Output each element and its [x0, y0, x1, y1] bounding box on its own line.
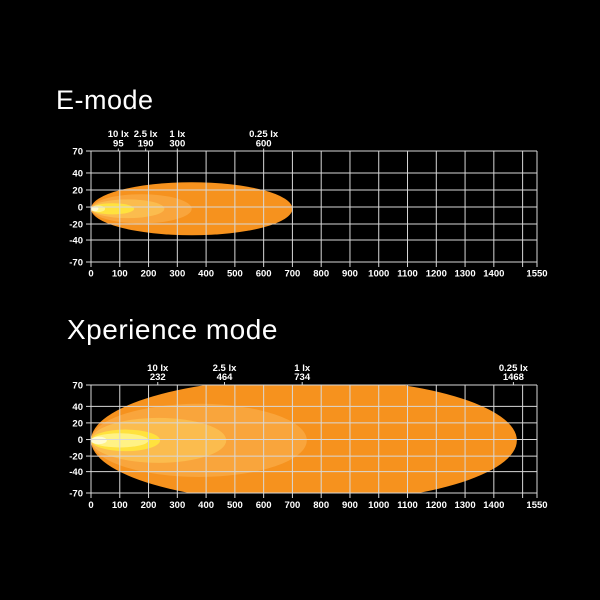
annotation-lux-label: 10 lx: [147, 363, 169, 374]
x-tick-label: 700: [284, 500, 300, 511]
y-tick-label: 0: [78, 435, 83, 446]
chart-title-e-mode: E-mode: [56, 85, 154, 115]
beam-chart-e-mode: 0 100 200 300 400 500 600 700 800 900 1000 1100 1200…: [69, 129, 547, 280]
y-tick-label: -40: [69, 236, 83, 247]
beam-glow: [91, 206, 99, 212]
x-tick-label: 1100: [397, 500, 418, 511]
x-tick-label: 1300: [454, 500, 475, 511]
x-tick-label: 200: [141, 269, 157, 280]
x-tick-label: 0: [88, 500, 93, 511]
chart-title-xperience-mode: Xperience mode: [67, 314, 278, 345]
x-tick-label: 1550: [526, 269, 547, 280]
annotation-lux-label: 0.25 lx: [499, 363, 529, 374]
y-tick-label: -40: [69, 467, 83, 478]
y-tick-label: -70: [69, 489, 83, 500]
x-tick-label: 500: [227, 269, 243, 280]
y-tick-label: -70: [69, 258, 83, 269]
annotation-lux-label: 1 lx: [169, 129, 186, 140]
y-tick-label: -20: [69, 452, 83, 463]
annotation-lux-label: 0.25 lx: [249, 129, 279, 140]
annotation-lux-label: 1 lx: [294, 363, 311, 374]
x-tick-label: 600: [256, 269, 272, 280]
beam-pattern: [90, 182, 293, 236]
x-tick-label: 1000: [368, 500, 389, 511]
grid: [86, 148, 538, 267]
x-tick-label: 900: [342, 269, 358, 280]
x-tick-label: 1100: [397, 269, 418, 280]
annotation-distance-label: 600: [256, 139, 272, 150]
annotation-lux-label: 10 lx: [108, 129, 130, 140]
y-tick-label: 0: [78, 203, 83, 214]
x-tick-label: 200: [141, 500, 157, 511]
x-tick-label: 900: [342, 500, 358, 511]
x-tick-label: 400: [198, 269, 214, 280]
y-tick-label: 70: [72, 147, 83, 158]
annotation-distance-label: 232: [150, 372, 166, 383]
y-tick-label: 20: [72, 185, 83, 196]
y-tick-label: 40: [72, 168, 83, 179]
y-tick-label: 40: [72, 402, 83, 413]
x-tick-label: 500: [227, 500, 243, 511]
x-tick-label: 800: [313, 500, 329, 511]
x-tick-label: 0: [88, 269, 93, 280]
x-tick-label: 1200: [426, 269, 447, 280]
axis-labels: 0 100 200 300 400 500 600 700 800 900 1000 1100 1200…: [69, 363, 547, 511]
annotation-distance-label: 95: [113, 139, 124, 150]
annotation-distance-label: 190: [138, 139, 154, 150]
x-tick-label: 800: [313, 269, 329, 280]
x-tick-label: 100: [112, 500, 128, 511]
x-tick-label: 300: [169, 269, 185, 280]
annotation-distance-label: 464: [217, 372, 234, 383]
x-tick-label: 1550: [526, 500, 547, 511]
beam-glow: [91, 436, 107, 445]
y-tick-label: 70: [72, 381, 83, 392]
x-tick-label: 300: [169, 500, 185, 511]
annotation-lux-label: 2.5 lx: [134, 129, 158, 140]
x-tick-label: 1400: [483, 500, 504, 511]
annotation-distance-label: 1468: [503, 372, 524, 383]
beam-pattern: [91, 385, 517, 493]
y-tick-label: -20: [69, 220, 83, 231]
y-tick-label: 20: [72, 418, 83, 429]
beam-chart-xperience-mode: 0 100 200 300 400 500 600 700 800 900 1000 1100 1200…: [69, 363, 547, 511]
x-tick-label: 700: [284, 269, 300, 280]
grid: [86, 382, 538, 498]
x-tick-label: 1200: [426, 500, 447, 511]
annotation-distance-label: 734: [294, 372, 311, 383]
x-tick-label: 400: [198, 500, 214, 511]
annotation-lux-label: 2.5 lx: [213, 363, 237, 374]
axis-labels: 0 100 200 300 400 500 600 700 800 900 1000 1100 1200…: [69, 129, 547, 280]
x-tick-label: 1000: [368, 269, 389, 280]
annotation-distance-label: 300: [169, 139, 185, 150]
x-tick-label: 1300: [454, 269, 475, 280]
x-tick-label: 600: [256, 500, 272, 511]
x-tick-label: 100: [112, 269, 128, 280]
x-tick-label: 1400: [483, 269, 504, 280]
